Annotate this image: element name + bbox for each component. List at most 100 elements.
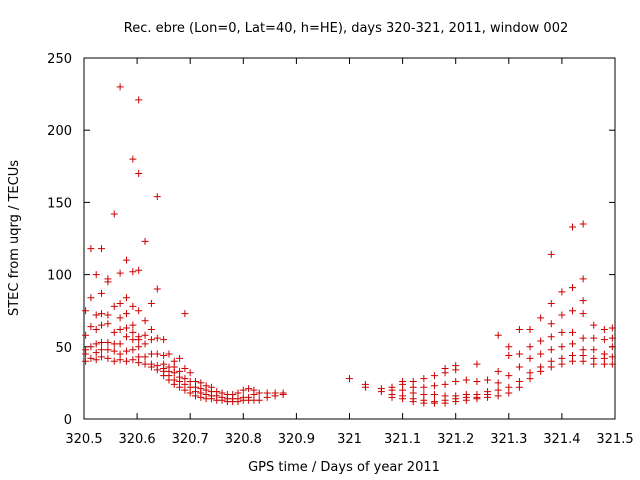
data-point: [569, 340, 577, 348]
data-point: [122, 256, 130, 264]
data-point: [420, 383, 428, 391]
data-point: [420, 390, 428, 398]
y-tick-label: 250: [47, 52, 72, 67]
data-point: [346, 375, 353, 383]
data-point: [579, 297, 587, 305]
data-point: [569, 328, 577, 336]
data-point: [494, 331, 502, 339]
data-point: [160, 351, 168, 359]
data-point: [473, 360, 481, 368]
data-point: [218, 389, 226, 397]
data-point: [600, 336, 608, 344]
data-point: [98, 346, 106, 354]
data-point: [186, 369, 194, 377]
data-point: [608, 353, 616, 361]
data-point: [526, 369, 534, 377]
data-point: [399, 377, 407, 385]
data-point: [526, 343, 534, 351]
data-point: [129, 155, 137, 163]
data-point: [526, 354, 534, 362]
data-point: [176, 354, 184, 362]
data-point: [430, 372, 438, 380]
data-point: [263, 389, 271, 397]
data-point: [98, 353, 106, 361]
data-point: [153, 362, 161, 370]
data-point: [441, 364, 449, 372]
data-point: [505, 372, 513, 380]
data-point: [141, 353, 149, 361]
data-point: [245, 393, 253, 401]
data-point: [82, 331, 90, 339]
x-tick-label: 320.6: [118, 432, 155, 447]
data-point: [87, 354, 95, 362]
data-point: [153, 350, 161, 358]
data-point: [147, 336, 155, 344]
data-point: [181, 375, 189, 383]
data-point: [590, 334, 598, 342]
data-point: [110, 357, 118, 365]
data-point: [92, 349, 100, 357]
data-point: [104, 311, 112, 319]
data-point: [110, 328, 118, 336]
data-point: [473, 390, 481, 398]
data-point: [110, 302, 118, 310]
x-axis-label: GPS time / Days of year 2011: [248, 460, 440, 475]
data-point: [569, 307, 577, 315]
data-point: [537, 350, 545, 358]
data-point: [98, 310, 106, 318]
data-point: [160, 360, 168, 368]
data-point: [92, 325, 100, 333]
data-point: [181, 310, 189, 318]
data-point: [122, 347, 130, 355]
data-point: [505, 383, 513, 391]
y-axis-label: STEC from uqrg / TECUs: [7, 160, 22, 316]
data-point: [192, 377, 200, 385]
data-point: [569, 223, 577, 231]
data-point: [122, 333, 130, 341]
data-point: [147, 299, 155, 307]
x-tick-label: 320.5: [65, 432, 102, 447]
data-point: [165, 350, 173, 358]
data-point: [110, 340, 118, 348]
data-point: [116, 325, 124, 333]
data-point: [430, 382, 438, 390]
data-point: [92, 340, 100, 348]
data-point: [87, 294, 95, 302]
data-point: [537, 337, 545, 345]
data-point: [135, 307, 143, 315]
y-tick-label: 100: [47, 269, 72, 284]
data-point: [116, 299, 124, 307]
data-point: [547, 357, 555, 365]
data-point: [98, 245, 106, 253]
data-point: [255, 389, 263, 397]
data-point: [547, 320, 555, 328]
data-point: [515, 377, 523, 385]
data-point: [98, 321, 106, 329]
data-point: [82, 357, 90, 365]
x-tick-label: 320.9: [278, 432, 315, 447]
x-tick-label: 320.8: [225, 432, 262, 447]
data-point: [135, 96, 143, 104]
data-point: [452, 362, 460, 370]
data-point: [147, 360, 155, 368]
data-point: [104, 338, 112, 346]
data-point: [141, 317, 149, 325]
data-point: [579, 220, 587, 228]
data-point: [420, 375, 428, 383]
data-point: [104, 275, 112, 283]
data-point: [116, 83, 124, 91]
data-point: [579, 334, 587, 342]
data-point: [494, 367, 502, 375]
data-point: [462, 376, 470, 384]
data-point: [494, 386, 502, 394]
data-point: [141, 340, 149, 348]
data-point: [104, 320, 112, 328]
data-point: [135, 353, 143, 361]
data-point: [104, 346, 112, 354]
data-point: [213, 388, 221, 396]
data-point: [147, 325, 155, 333]
data-point: [116, 314, 124, 322]
data-point: [608, 324, 616, 332]
data-point: [207, 383, 215, 391]
data-point: [608, 334, 616, 342]
